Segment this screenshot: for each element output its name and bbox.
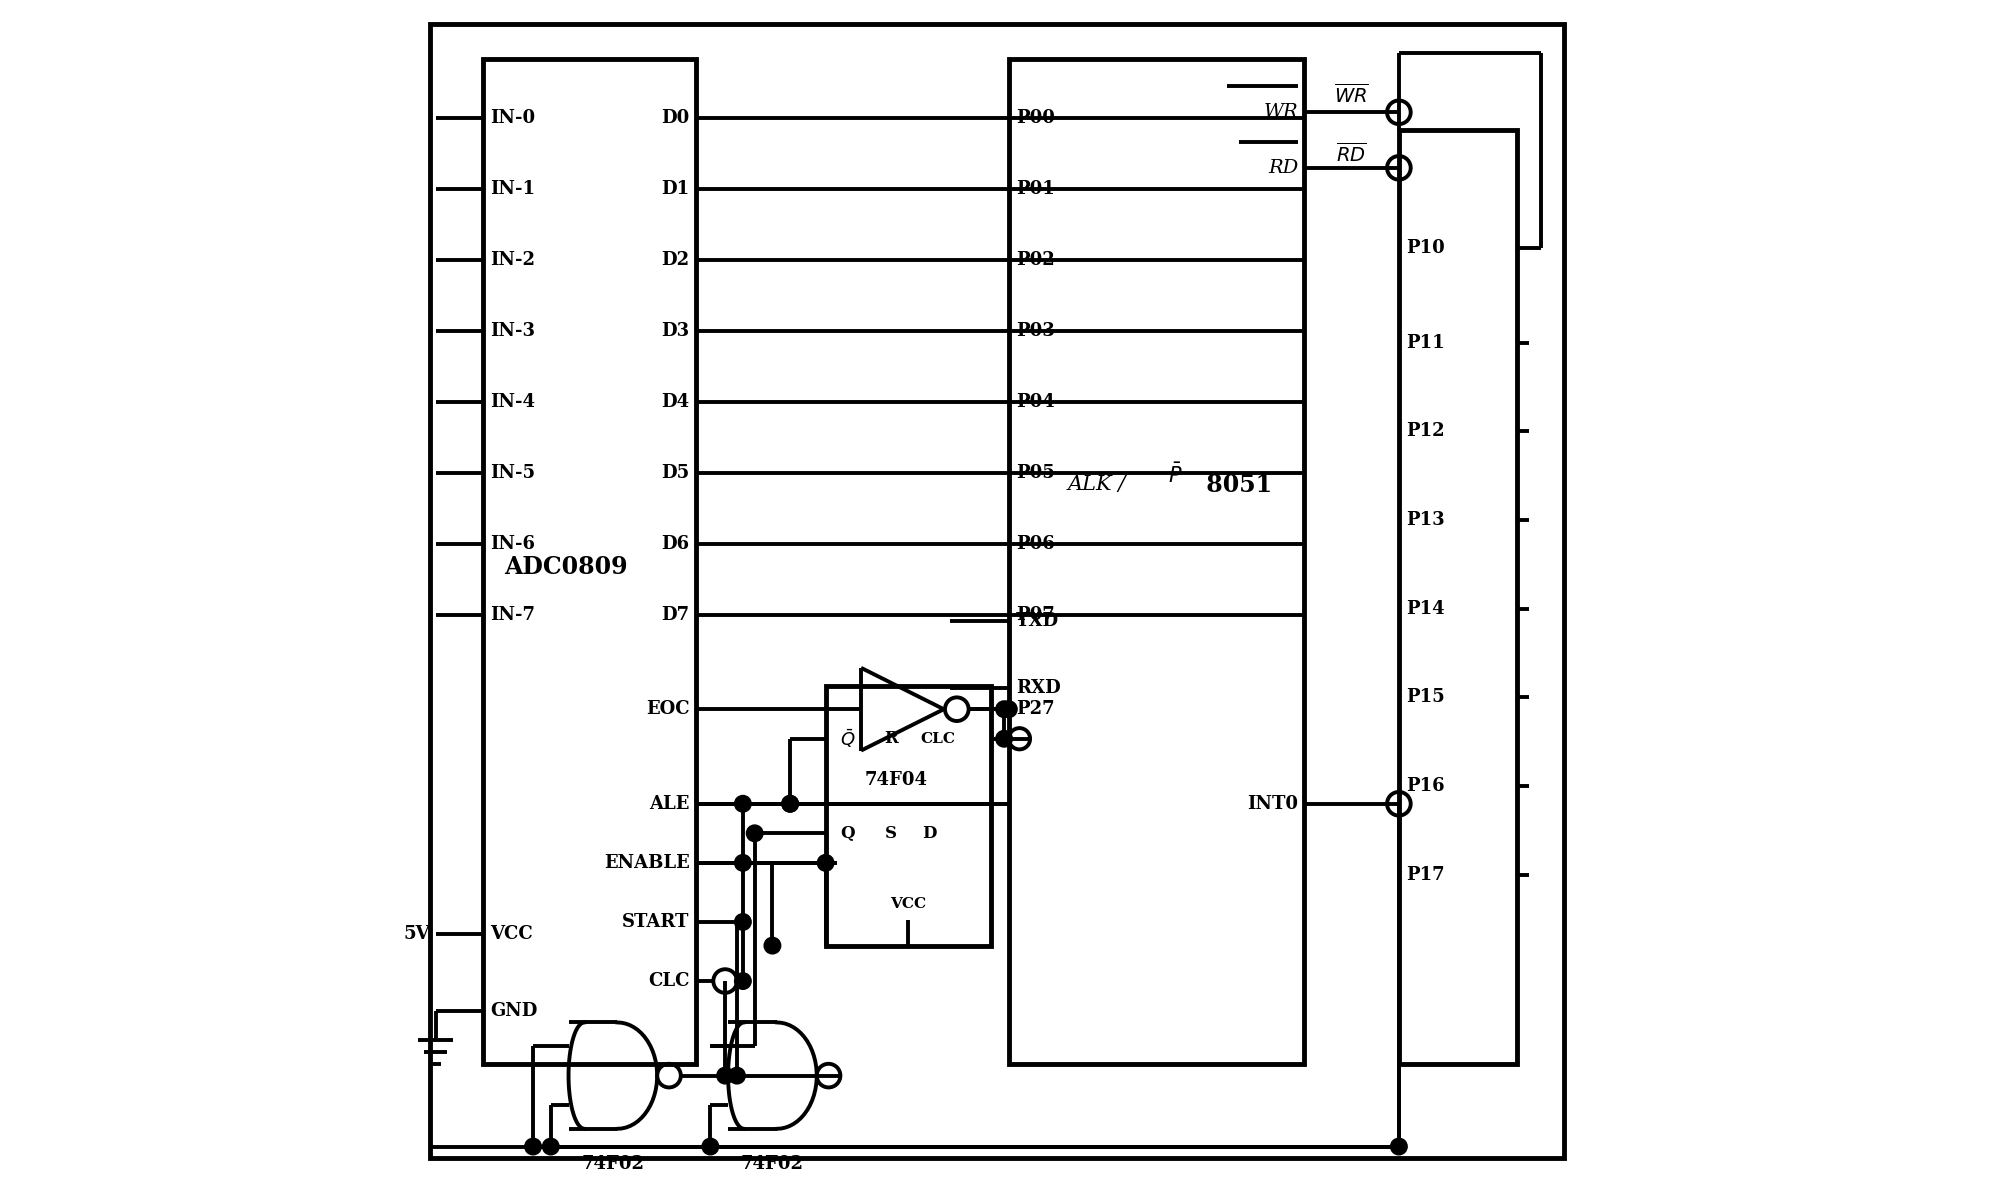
Text: VCC: VCC <box>889 897 927 911</box>
Text: P27: P27 <box>1015 700 1055 719</box>
Circle shape <box>782 795 798 812</box>
Text: P14: P14 <box>1406 599 1444 618</box>
Text: 8051: 8051 <box>1198 473 1272 496</box>
Text: D2: D2 <box>662 251 690 269</box>
Text: P04: P04 <box>1015 392 1055 411</box>
Text: $\bar{P}$: $\bar{P}$ <box>1168 463 1182 487</box>
Circle shape <box>995 730 1013 747</box>
Circle shape <box>818 855 833 871</box>
Text: D3: D3 <box>662 322 690 340</box>
Circle shape <box>718 1067 734 1084</box>
Circle shape <box>734 855 752 871</box>
Circle shape <box>1001 701 1017 717</box>
Circle shape <box>728 1067 746 1084</box>
Text: P13: P13 <box>1406 511 1444 530</box>
Text: IN-0: IN-0 <box>491 109 534 128</box>
Text: IN-1: IN-1 <box>491 180 534 199</box>
Text: INT0: INT0 <box>1248 794 1298 813</box>
Text: VCC: VCC <box>491 924 532 943</box>
Text: S: S <box>885 825 897 842</box>
Text: D0: D0 <box>662 109 690 128</box>
Text: P12: P12 <box>1406 422 1444 441</box>
Text: IN-3: IN-3 <box>491 322 534 340</box>
Text: 74F04: 74F04 <box>865 771 927 790</box>
Text: START: START <box>622 913 690 931</box>
Text: ADC0809: ADC0809 <box>504 556 628 579</box>
Text: RD: RD <box>1268 158 1298 177</box>
Text: R: R <box>885 730 899 747</box>
Bar <box>1009 59 1304 1064</box>
Circle shape <box>702 1138 718 1155</box>
Text: P17: P17 <box>1406 865 1444 884</box>
Text: D6: D6 <box>662 534 690 553</box>
Text: Q: Q <box>839 825 853 842</box>
Circle shape <box>782 795 798 812</box>
Text: P11: P11 <box>1406 333 1444 352</box>
Text: IN-7: IN-7 <box>491 605 534 624</box>
Text: GND: GND <box>491 1001 536 1020</box>
Text: $\overline{WR}$: $\overline{WR}$ <box>1334 83 1370 106</box>
Circle shape <box>734 914 752 930</box>
Text: P15: P15 <box>1406 688 1446 707</box>
Bar <box>483 59 696 1064</box>
Text: P05: P05 <box>1015 463 1055 482</box>
Circle shape <box>746 825 764 842</box>
Text: IN-2: IN-2 <box>491 251 534 269</box>
Text: 74F02: 74F02 <box>582 1155 644 1174</box>
Text: P16: P16 <box>1406 777 1444 795</box>
Text: P00: P00 <box>1015 109 1055 128</box>
Text: 5V: 5V <box>403 924 429 943</box>
Text: P03: P03 <box>1015 322 1055 340</box>
Text: CLC: CLC <box>919 732 955 746</box>
Text: CLC: CLC <box>648 972 690 991</box>
Text: D: D <box>923 825 937 842</box>
Bar <box>1400 130 1517 1064</box>
Text: D5: D5 <box>662 463 690 482</box>
Circle shape <box>524 1138 540 1155</box>
Bar <box>826 686 991 946</box>
Text: D4: D4 <box>662 392 690 411</box>
Text: $\bar{Q}$: $\bar{Q}$ <box>839 727 855 751</box>
Circle shape <box>542 1138 558 1155</box>
Text: P07: P07 <box>1015 605 1055 624</box>
Text: IN-5: IN-5 <box>491 463 534 482</box>
Text: WR: WR <box>1264 103 1298 122</box>
Text: TXD: TXD <box>1015 611 1059 630</box>
Circle shape <box>995 701 1013 717</box>
Text: $\overline{RD}$: $\overline{RD}$ <box>1336 142 1366 165</box>
Text: EOC: EOC <box>646 700 690 719</box>
Text: ENABLE: ENABLE <box>604 853 690 872</box>
Text: D1: D1 <box>662 180 690 199</box>
Text: IN-4: IN-4 <box>491 392 534 411</box>
Text: P02: P02 <box>1015 251 1055 269</box>
Text: P10: P10 <box>1406 239 1446 258</box>
Circle shape <box>734 973 752 989</box>
Text: ALE: ALE <box>650 794 690 813</box>
Text: ALK /: ALK / <box>1069 475 1133 494</box>
Text: P06: P06 <box>1015 534 1055 553</box>
Text: IN-6: IN-6 <box>491 534 534 553</box>
Text: D7: D7 <box>662 605 690 624</box>
Circle shape <box>734 795 752 812</box>
Circle shape <box>1390 1138 1408 1155</box>
Text: P01: P01 <box>1015 180 1055 199</box>
Text: RXD: RXD <box>1015 678 1061 697</box>
Circle shape <box>764 937 782 954</box>
Text: 74F02: 74F02 <box>742 1155 804 1174</box>
